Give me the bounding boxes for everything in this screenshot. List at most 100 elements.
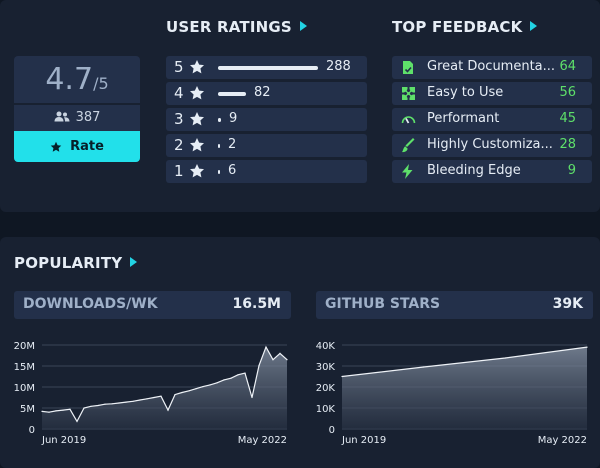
user-ratings-heading[interactable]: USER RATINGS <box>166 18 307 36</box>
data-point <box>62 409 64 411</box>
downloads-value: 16.5M <box>232 296 281 312</box>
y-tick-label: 0 <box>329 425 335 436</box>
data-point <box>230 377 232 379</box>
data-point <box>272 359 274 361</box>
rating-bar <box>218 144 220 148</box>
rate-button-label: Rate <box>70 139 104 154</box>
data-point <box>216 382 218 384</box>
downloads-chart: 20M 15M 10M 5M 0 Jun 2019 May 2022 <box>14 341 288 446</box>
data-point <box>160 395 162 397</box>
top-feedback-heading[interactable]: TOP FEEDBACK <box>392 18 538 36</box>
feedback-count: 64 <box>559 59 576 74</box>
users-icon <box>54 111 70 122</box>
star-level: 1 <box>174 162 184 180</box>
rate-button[interactable]: Rate <box>14 131 140 162</box>
caret-right-icon <box>130 257 138 267</box>
data-point <box>202 386 204 388</box>
rating-count: 9 <box>229 111 238 126</box>
feedback-item-performant[interactable]: Performant 45 <box>392 108 592 131</box>
data-point <box>139 399 141 401</box>
github-stars-value: 39K <box>552 296 583 312</box>
data-point <box>97 404 99 407</box>
feedback-label: Easy to Use <box>427 85 504 100</box>
data-point <box>251 396 253 399</box>
average-rating: 4.7/5 <box>14 62 140 97</box>
data-point <box>153 396 155 399</box>
github-stars-label: GITHUB STARS <box>325 296 441 312</box>
data-point <box>174 394 176 396</box>
user-count-value: 387 <box>75 110 101 125</box>
y-tick-label: 20K <box>316 383 336 394</box>
data-point <box>167 409 169 411</box>
star-icon <box>50 141 62 152</box>
data-point <box>181 391 183 394</box>
feedback-item-documentation[interactable]: Great Documenta... 64 <box>392 56 592 79</box>
data-point <box>83 407 85 409</box>
star-icon <box>190 60 204 74</box>
data-point <box>258 365 260 367</box>
puzzle-icon <box>402 87 415 100</box>
feedback-item-easy-to-use[interactable]: Easy to Use 56 <box>392 82 592 105</box>
star-level: 5 <box>174 58 184 76</box>
data-point <box>286 359 288 361</box>
y-tick-label: 10K <box>316 404 336 415</box>
average-rating-value: 4.7 <box>45 62 94 97</box>
series-line <box>341 346 588 378</box>
rating-bar <box>218 118 221 122</box>
user-ratings-title: USER RATINGS <box>166 18 292 36</box>
paintbrush-icon <box>402 138 415 153</box>
feedback-count: 9 <box>567 163 576 178</box>
feedback-label: Bleeding Edge <box>427 163 521 178</box>
github-stars-chart: 40K 30K 20K 10K 0 Jun 2019 May 2022 <box>316 341 588 446</box>
data-point <box>586 346 588 348</box>
rating-row-4-star[interactable]: 4 82 <box>166 82 367 105</box>
top-feedback-title: TOP FEEDBACK <box>392 18 523 36</box>
data-point <box>132 400 134 402</box>
github-stars-header: GITHUB STARS 39K <box>316 291 593 319</box>
rating-bar <box>218 66 318 70</box>
x-tick-label: May 2022 <box>538 435 587 446</box>
rating-count: 82 <box>254 85 271 100</box>
area-fill <box>342 347 587 429</box>
star-level: 4 <box>174 84 184 102</box>
data-point <box>223 379 225 381</box>
rating-count: 2 <box>228 137 237 152</box>
star-icon <box>190 138 204 152</box>
data-point <box>111 403 113 405</box>
data-point <box>104 403 106 405</box>
x-tick-label: Jun 2019 <box>341 435 386 446</box>
feedback-item-customizable[interactable]: Highly Customiza... 28 <box>392 134 592 157</box>
data-point <box>265 346 267 348</box>
star-icon <box>190 164 204 178</box>
data-point <box>125 401 127 403</box>
downloads-header: DOWNLOADS/WK 16.5M <box>14 291 291 319</box>
y-tick-label: 15M <box>14 362 35 373</box>
caret-right-icon <box>299 21 307 31</box>
data-point <box>69 408 71 410</box>
rating-count: 6 <box>228 163 237 178</box>
data-point <box>244 372 246 374</box>
y-tick-label: 40K <box>316 341 336 352</box>
data-point <box>48 411 50 413</box>
rating-row-5-star[interactable]: 5 288 <box>166 56 367 79</box>
data-point <box>76 420 78 422</box>
data-point <box>90 405 92 407</box>
series-line <box>41 345 288 423</box>
rating-bar <box>218 170 220 174</box>
data-point <box>118 402 120 404</box>
data-point <box>237 374 239 376</box>
rating-user-count: 387 <box>14 110 140 125</box>
feedback-item-bleeding-edge[interactable]: Bleeding Edge 9 <box>392 160 592 183</box>
popularity-heading[interactable]: POPULARITY <box>14 254 138 272</box>
x-tick-label: Jun 2019 <box>41 435 86 446</box>
y-tick-label: 10M <box>14 383 35 394</box>
downloads-label: DOWNLOADS/WK <box>23 296 158 312</box>
rating-bar <box>218 92 246 96</box>
star-level: 2 <box>174 136 184 154</box>
feedback-count: 28 <box>559 137 576 152</box>
star-icon <box>190 112 204 126</box>
area-fill <box>42 347 287 429</box>
